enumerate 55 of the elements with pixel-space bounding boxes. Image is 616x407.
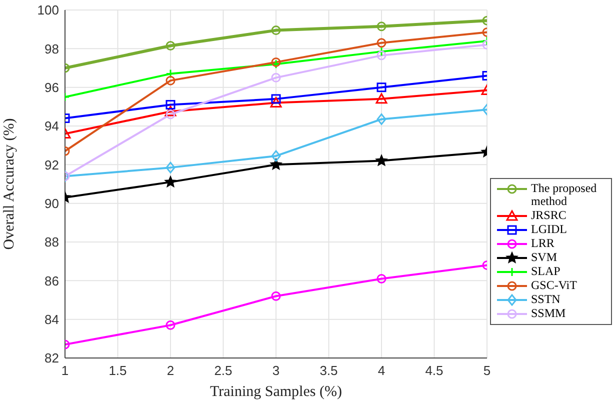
y-tick-label: 96 [44, 80, 59, 95]
point [271, 291, 281, 301]
point [271, 26, 281, 36]
point [166, 320, 176, 330]
y-tick-label: 84 [44, 312, 59, 327]
y-tick-label: 94 [44, 118, 59, 134]
y-tick-label: 86 [44, 273, 59, 288]
point [271, 72, 281, 82]
point [271, 94, 281, 104]
point [376, 38, 386, 48]
point [166, 100, 176, 110]
y-tick-label: 98 [44, 41, 59, 56]
x-tick-label: 5 [483, 363, 491, 378]
x-tick-label: 1 [61, 363, 69, 378]
legend-label: JRSRC [531, 208, 566, 222]
legend-label: LRR [531, 236, 554, 250]
point [376, 82, 386, 92]
x-tick-label: 2.5 [214, 363, 232, 378]
legend-label: The proposed method [531, 181, 598, 208]
legend-label: SVM [531, 250, 558, 264]
x-tick-label: 1.5 [108, 363, 127, 378]
legend-label: SSTN [531, 292, 560, 306]
point [376, 50, 386, 60]
point [270, 158, 282, 170]
y-tick-label: 100 [37, 2, 59, 18]
point [376, 46, 386, 56]
x-tick-label: 4 [378, 363, 386, 378]
point [376, 274, 386, 284]
y-tick-label: 88 [44, 234, 59, 250]
point [270, 97, 282, 108]
x-tick-label: 4.5 [425, 363, 444, 378]
point [166, 110, 176, 120]
point [166, 162, 176, 174]
point [376, 22, 386, 32]
x-tick-label: 3.5 [320, 363, 338, 378]
x-axis-title: Training Samples (%) [210, 384, 342, 400]
y-tick-label: 82 [44, 350, 59, 366]
legend-label: GSC-ViT [531, 278, 577, 292]
legend-label: SSMM [531, 306, 566, 320]
y-tick-label: 90 [44, 196, 59, 211]
point [271, 150, 281, 162]
legend-label: LGIDL [531, 222, 567, 236]
point [166, 41, 176, 51]
y-axis-title: Overall Accuracy (%) [1, 118, 18, 250]
y-tick-label: 92 [44, 157, 59, 172]
point [376, 113, 386, 125]
point [376, 93, 388, 104]
point [166, 76, 176, 86]
legend-label: SLAP [531, 264, 560, 278]
point [166, 69, 176, 79]
point [164, 176, 176, 188]
point [376, 154, 388, 166]
point [164, 106, 176, 116]
x-tick-label: 2 [166, 363, 174, 378]
x-tick-label: 3 [272, 363, 280, 378]
